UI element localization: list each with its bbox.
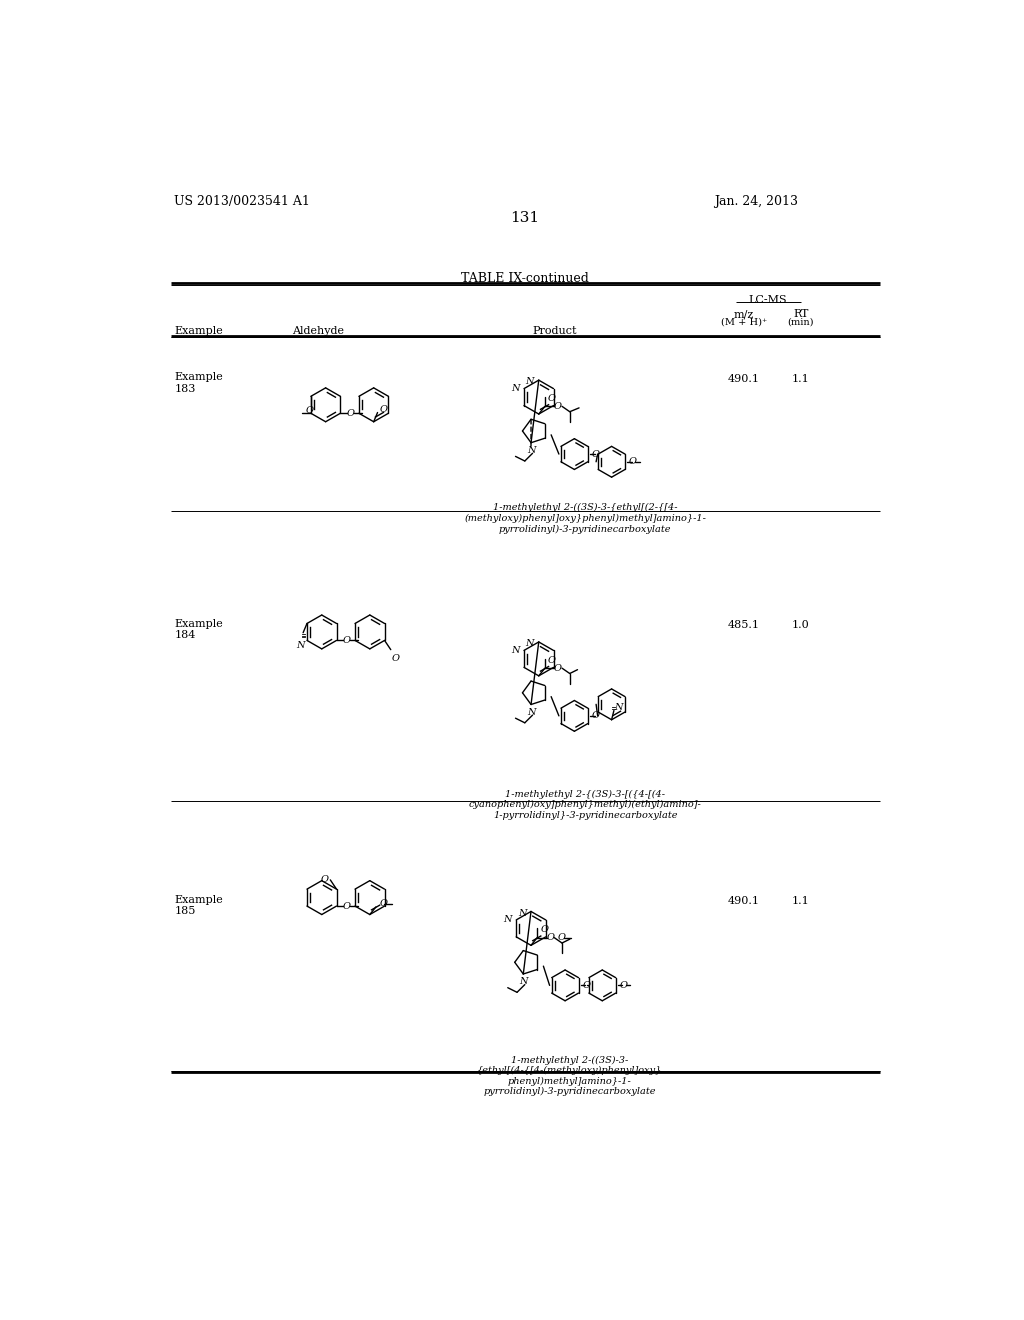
Text: RT: RT	[793, 309, 808, 319]
Text: US 2013/0023541 A1: US 2013/0023541 A1	[174, 195, 310, 209]
Text: LC-MS: LC-MS	[749, 296, 786, 305]
Text: Example
183: Example 183	[174, 372, 223, 395]
Text: O: O	[321, 875, 329, 884]
Text: O: O	[346, 409, 354, 417]
Text: (min): (min)	[787, 318, 814, 327]
Text: N: N	[518, 908, 526, 917]
Text: O: O	[343, 902, 350, 911]
Text: O: O	[548, 656, 556, 665]
Text: 131: 131	[510, 211, 540, 224]
Text: Aldehyde: Aldehyde	[292, 326, 344, 337]
Text: N: N	[614, 702, 624, 711]
Text: 1.0: 1.0	[792, 620, 810, 631]
Text: N: N	[511, 645, 519, 655]
Text: N: N	[526, 446, 536, 454]
Text: 1.1: 1.1	[792, 896, 810, 906]
Text: O: O	[558, 933, 566, 942]
Text: 1-methylethyl 2-((3S)-3-
{ethyl[(4-{[4-(methyloxy)phenyl]oxy}
phenyl)methyl]amin: 1-methylethyl 2-((3S)-3- {ethyl[(4-{[4-(…	[477, 1056, 663, 1096]
Text: O: O	[548, 395, 556, 403]
Text: O: O	[380, 405, 388, 414]
Text: O: O	[343, 636, 350, 645]
Text: N: N	[525, 378, 535, 387]
Text: (M + H)⁺: (M + H)⁺	[721, 318, 767, 327]
Text: O: O	[391, 655, 399, 663]
Text: O: O	[592, 711, 599, 721]
Text: N: N	[519, 977, 527, 986]
Text: N: N	[511, 384, 519, 393]
Text: O: O	[305, 405, 313, 414]
Text: O: O	[380, 899, 388, 908]
Text: O: O	[583, 981, 590, 990]
Text: Example: Example	[174, 326, 223, 337]
Text: Product: Product	[532, 326, 577, 337]
Text: m/z: m/z	[734, 309, 755, 319]
Text: 490.1: 490.1	[728, 896, 760, 906]
Text: Jan. 24, 2013: Jan. 24, 2013	[715, 195, 799, 209]
Text: 1.1: 1.1	[792, 374, 810, 384]
Text: N: N	[503, 916, 512, 924]
Text: O: O	[629, 457, 637, 466]
Text: TABLE IX-continued: TABLE IX-continued	[461, 272, 589, 285]
Text: 1-methylethyl 2-((3S)-3-{ethyl[(2-{[4-
(methyloxy)phenyl]oxy}phenyl)methyl]amino: 1-methylethyl 2-((3S)-3-{ethyl[(2-{[4- (…	[464, 503, 707, 533]
Text: 485.1: 485.1	[728, 620, 760, 631]
Text: 490.1: 490.1	[728, 374, 760, 384]
Text: O: O	[620, 981, 628, 990]
Text: O: O	[554, 401, 562, 411]
Text: N: N	[525, 639, 535, 648]
Text: 1-methylethyl 2-{(3S)-3-[({4-[(4-
cyanophenyl)oxy]phenyl}methyl)(ethyl)amino]-
1: 1-methylethyl 2-{(3S)-3-[({4-[(4- cyanop…	[469, 789, 701, 820]
Text: N: N	[297, 642, 305, 651]
Text: O: O	[554, 664, 562, 673]
Text: O: O	[592, 450, 599, 458]
Text: Example
185: Example 185	[174, 895, 223, 916]
Text: O: O	[541, 925, 548, 935]
Text: Example
184: Example 184	[174, 619, 223, 640]
Text: N: N	[526, 708, 536, 717]
Text: O: O	[547, 933, 554, 942]
